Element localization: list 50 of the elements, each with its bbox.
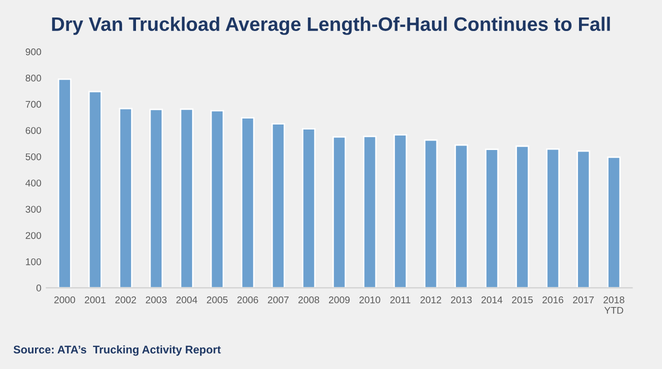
x-tick-label: 2002 xyxy=(115,296,136,304)
source-note: Source: ATA’s Trucking Activity Report xyxy=(14,345,221,356)
bar xyxy=(607,156,621,288)
y-tick-label: 600 xyxy=(26,127,42,134)
bar xyxy=(516,145,530,288)
bar xyxy=(424,139,438,288)
bar xyxy=(546,148,560,288)
x-tick-label: 2011 xyxy=(390,296,410,304)
y-tick-label: 0 xyxy=(36,284,42,292)
bar xyxy=(454,144,468,288)
x-tick-label: 2001 xyxy=(84,296,106,304)
x-tick-label: 2017 xyxy=(573,296,594,304)
x-tick-label: 2003 xyxy=(146,296,167,304)
bar xyxy=(332,136,346,288)
x-tick-label: 2013 xyxy=(451,296,472,304)
x-tick-label: 2015 xyxy=(512,296,533,304)
y-tick-label: 300 xyxy=(26,206,42,213)
x-tick-label: 2006 xyxy=(237,296,258,304)
x-tick-label: 2014 xyxy=(482,296,502,304)
bar xyxy=(118,108,132,288)
x-tick-label: 2000 xyxy=(54,296,76,304)
bar xyxy=(240,117,255,288)
x-tick-label: 2005 xyxy=(206,296,228,304)
y-tick-label: 500 xyxy=(26,153,42,160)
bar xyxy=(362,136,377,288)
x-tick-label: 2016 xyxy=(542,296,564,304)
bar xyxy=(180,108,194,288)
x-tick-label: 2018 YTD xyxy=(604,296,624,314)
x-tick-label: 2012 xyxy=(420,296,442,304)
x-tick-label: 2009 xyxy=(328,296,350,304)
x-tick-label: 2008 xyxy=(298,296,320,304)
y-tick-label: 400 xyxy=(25,180,42,186)
bar xyxy=(485,148,499,288)
bar xyxy=(394,134,408,288)
y-tick-label: 200 xyxy=(26,232,42,239)
x-tick-label: 2007 xyxy=(268,296,289,304)
x-tick-label: 2010 xyxy=(359,296,380,304)
y-tick-label: 900 xyxy=(26,48,42,56)
x-tick-label: 2004 xyxy=(176,296,198,304)
bar xyxy=(302,128,316,288)
bar xyxy=(149,108,163,288)
bar xyxy=(58,78,72,288)
y-tick-label: 100 xyxy=(26,258,42,266)
bar xyxy=(88,90,102,288)
y-tick-label: 800 xyxy=(26,74,42,82)
bar xyxy=(210,110,224,288)
chart-title: Dry Van Truckload Average Length-Of-Haul Continues to Fall xyxy=(52,16,610,35)
bar xyxy=(271,123,286,288)
bar xyxy=(576,150,590,288)
y-tick-label: 700 xyxy=(26,100,42,108)
